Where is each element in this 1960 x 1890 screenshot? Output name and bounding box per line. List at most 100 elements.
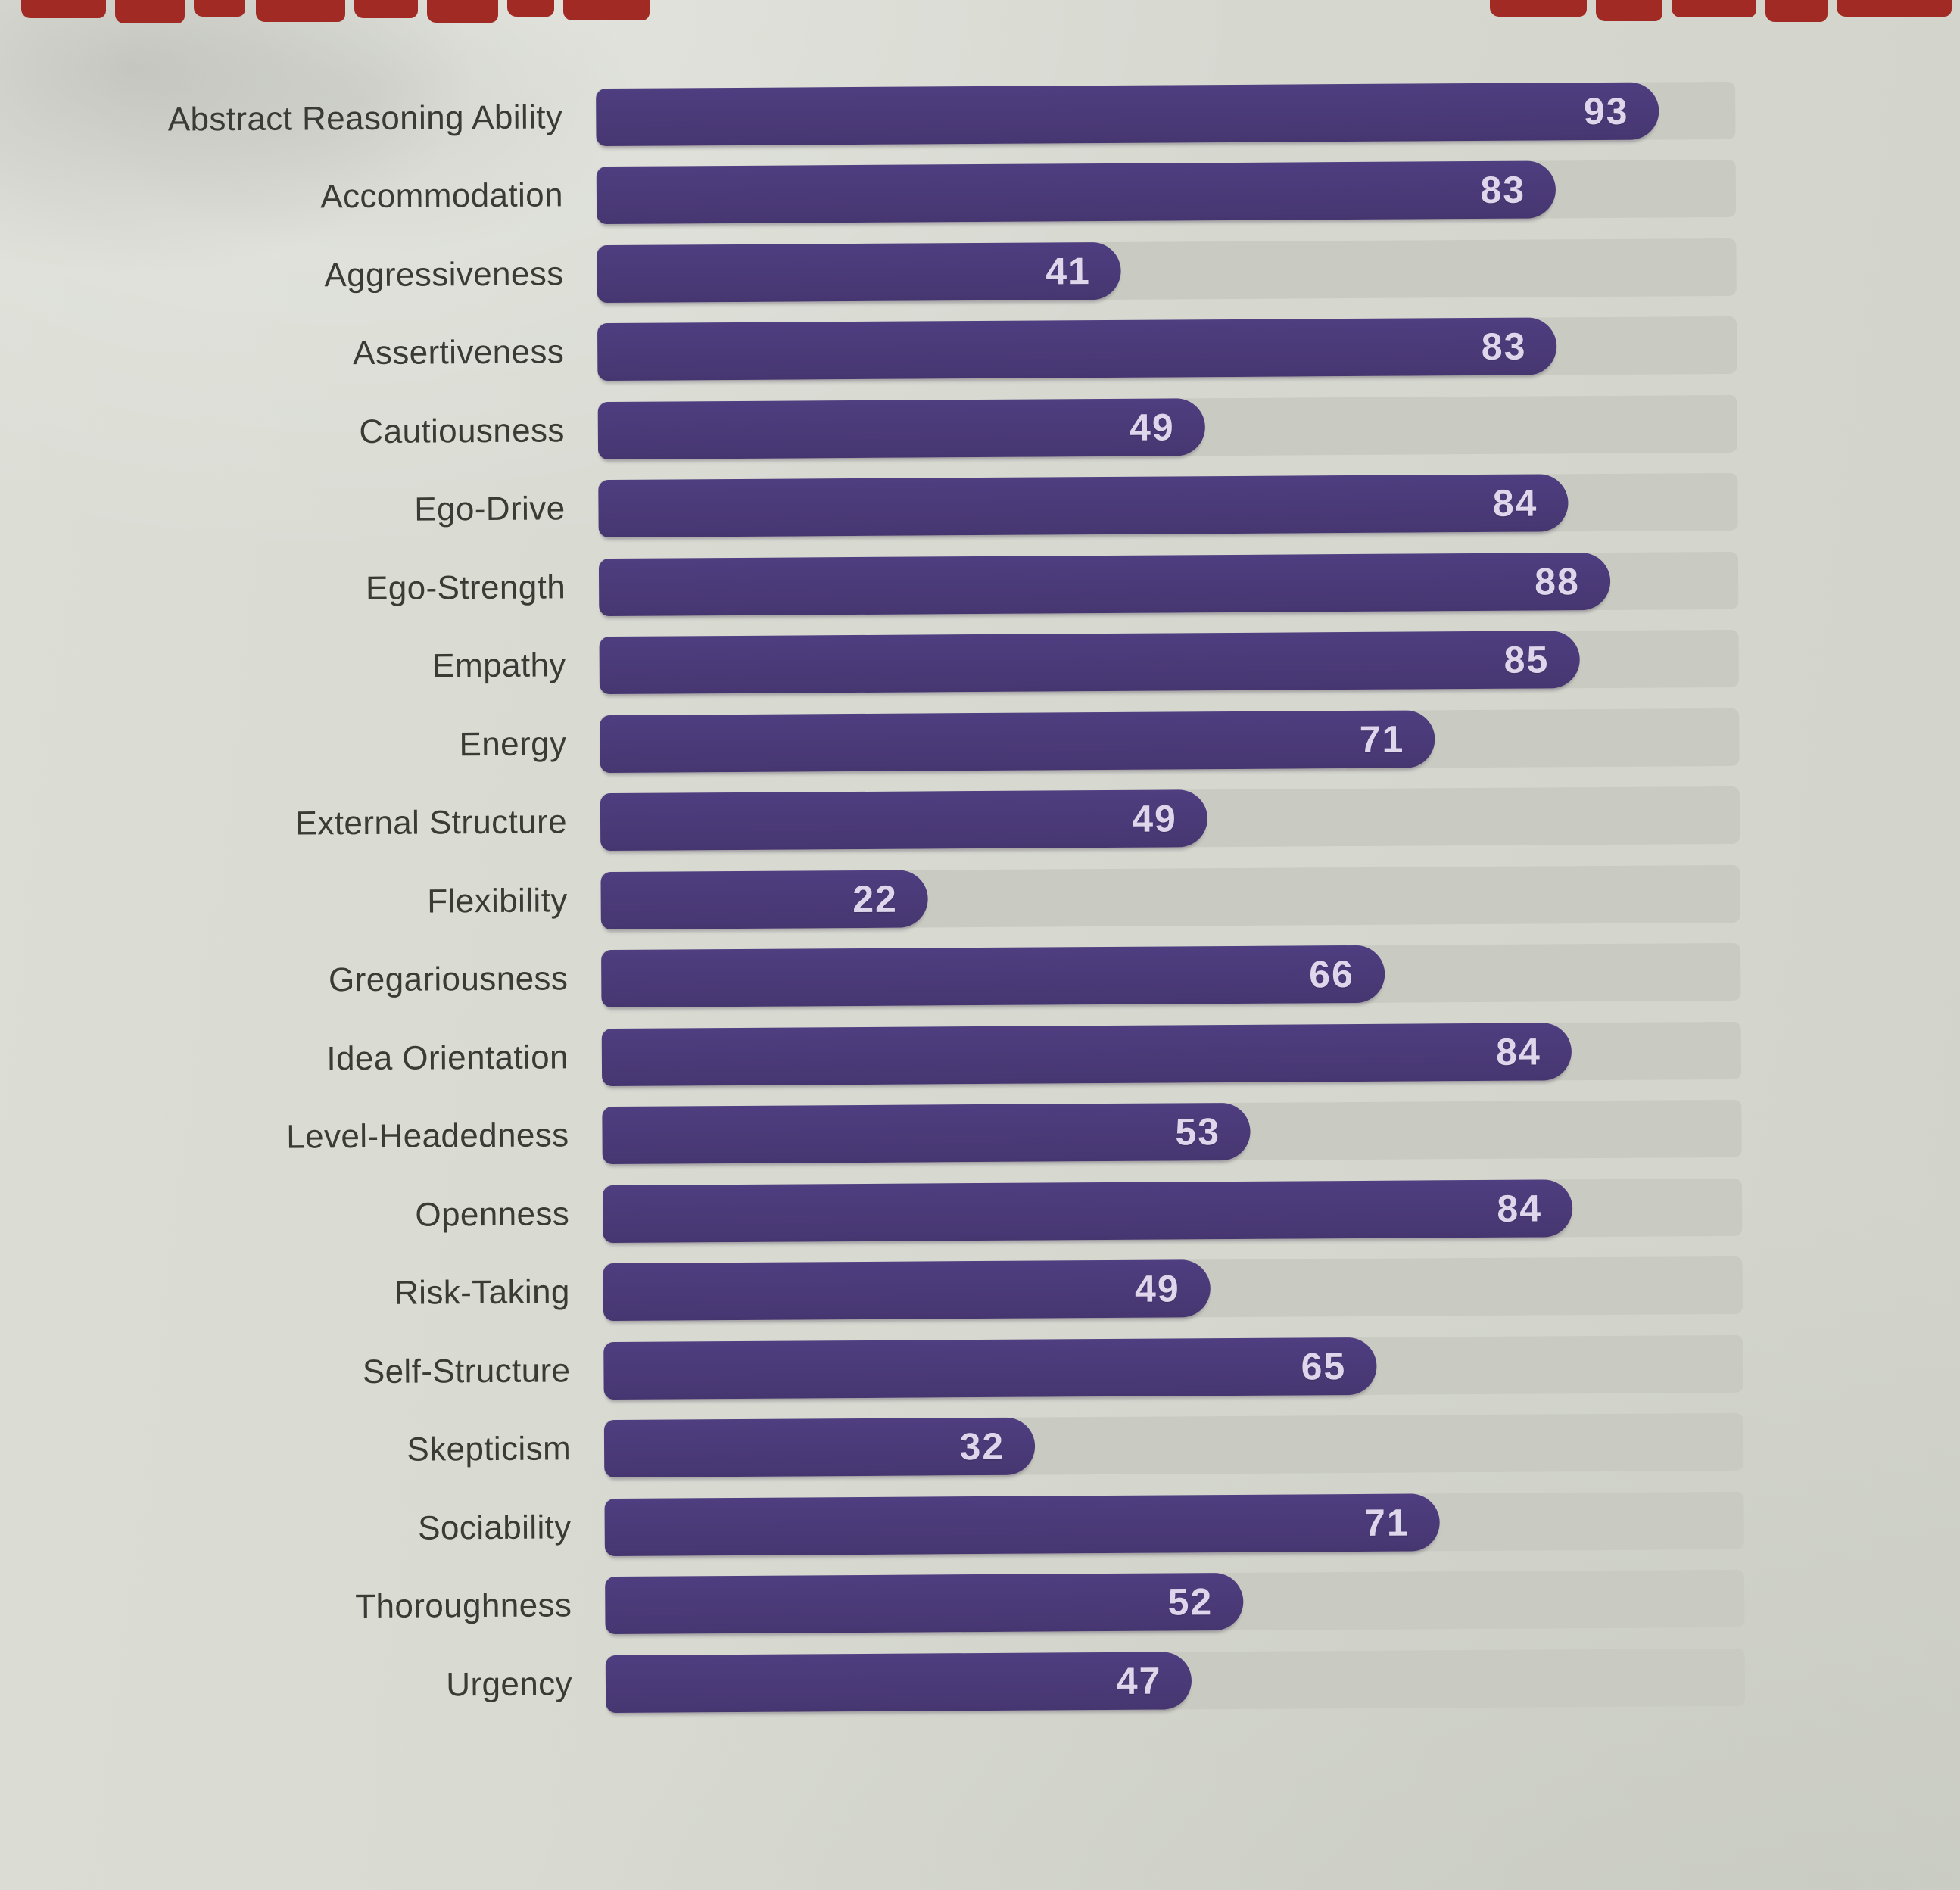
bar-track: 49 xyxy=(600,786,1740,852)
category-label: Empathy xyxy=(432,646,566,685)
bar-track: 93 xyxy=(596,81,1736,146)
value-label: 88 xyxy=(1534,559,1580,603)
category-label: Assertiveness xyxy=(352,333,565,372)
value-label: 47 xyxy=(1116,1659,1162,1702)
category-label: Flexibility xyxy=(427,882,568,920)
category-label: Self-Structure xyxy=(362,1352,571,1390)
red-fragment xyxy=(1490,0,1587,17)
value-bar: 52 xyxy=(605,1573,1244,1635)
red-fragment xyxy=(194,0,245,17)
value-label: 41 xyxy=(1045,249,1092,293)
value-bar: 47 xyxy=(605,1652,1192,1713)
category-label: Openness xyxy=(415,1195,570,1234)
value-label: 65 xyxy=(1301,1344,1347,1388)
value-label: 32 xyxy=(959,1425,1005,1468)
red-fragment xyxy=(354,0,418,18)
chart-row: Idea Orientation 84 xyxy=(6,1010,1960,1100)
bar-track: 71 xyxy=(604,1491,1744,1556)
chart-row: Accommodation 83 xyxy=(1,148,1960,238)
category-label: Energy xyxy=(459,725,567,763)
value-bar: 83 xyxy=(596,160,1556,225)
bar-track: 84 xyxy=(602,1178,1743,1243)
category-label: Sociability xyxy=(418,1509,572,1547)
value-label: 83 xyxy=(1481,325,1527,369)
value-bar: 71 xyxy=(600,710,1435,773)
value-bar: 32 xyxy=(603,1417,1036,1478)
chart-row: Sociability 71 xyxy=(8,1480,1960,1570)
value-bar: 84 xyxy=(602,1179,1573,1243)
value-bar: 66 xyxy=(601,945,1385,1008)
chart-row: Gregariousness 66 xyxy=(5,932,1960,1022)
value-label: 49 xyxy=(1132,797,1178,841)
category-label: Gregariousness xyxy=(328,960,569,999)
chart-row: Ego-Strength 88 xyxy=(3,540,1960,630)
bar-track: 83 xyxy=(596,160,1737,225)
red-fragment xyxy=(1672,0,1756,17)
value-label: 83 xyxy=(1480,168,1526,212)
value-bar: 83 xyxy=(597,317,1557,381)
category-label: Aggressiveness xyxy=(324,255,564,294)
value-label: 71 xyxy=(1359,718,1405,761)
bar-track: 22 xyxy=(600,864,1740,929)
chart-row: Self-Structure 65 xyxy=(8,1323,1960,1413)
value-bar: 71 xyxy=(604,1493,1440,1556)
bar-track: 47 xyxy=(605,1648,1746,1713)
value-label: 84 xyxy=(1497,1187,1543,1230)
chart-row: Flexibility 22 xyxy=(5,853,1960,943)
value-label: 93 xyxy=(1583,89,1629,132)
bar-track: 85 xyxy=(599,630,1739,695)
chart-row: Risk-Taking 49 xyxy=(8,1245,1960,1335)
chart-row: Cautiousness 49 xyxy=(2,383,1960,473)
value-bar: 49 xyxy=(597,397,1205,459)
value-bar: 22 xyxy=(600,870,929,929)
value-bar: 41 xyxy=(597,241,1122,303)
chart-row: Empathy 85 xyxy=(3,618,1960,708)
value-label: 71 xyxy=(1363,1501,1410,1544)
value-label: 49 xyxy=(1129,406,1175,449)
bar-track: 84 xyxy=(601,1021,1742,1086)
chart-row: Abstract Reasoning Ability 93 xyxy=(0,70,1960,160)
category-label: Accommodation xyxy=(320,176,564,216)
trait-bar-chart: Abstract Reasoning Ability 93 Accommodat… xyxy=(0,70,1960,1727)
chart-row: Openness 84 xyxy=(7,1166,1960,1256)
bar-track: 41 xyxy=(597,238,1737,303)
chart-row: Ego-Drive 84 xyxy=(2,462,1960,552)
value-bar: 85 xyxy=(599,631,1580,695)
red-fragment xyxy=(1837,0,1952,17)
red-fragment xyxy=(1596,0,1662,21)
category-label: Thoroughness xyxy=(355,1586,572,1626)
chart-row: Thoroughness 52 xyxy=(9,1558,1960,1649)
value-bar: 53 xyxy=(602,1103,1251,1165)
category-label: Ego-Drive xyxy=(414,490,566,528)
value-label: 84 xyxy=(1492,481,1538,525)
red-fragment xyxy=(256,0,345,22)
value-bar: 49 xyxy=(600,789,1208,852)
value-bar: 93 xyxy=(596,82,1659,146)
chart-row: Energy 71 xyxy=(4,696,1960,786)
chart-row: External Structure 49 xyxy=(5,775,1960,865)
value-bar: 65 xyxy=(603,1337,1377,1400)
value-label: 85 xyxy=(1503,638,1550,682)
value-bar: 84 xyxy=(598,474,1569,538)
bar-track: 83 xyxy=(597,316,1737,381)
value-label: 49 xyxy=(1134,1267,1180,1311)
value-bar: 49 xyxy=(603,1259,1211,1322)
category-label: Ego-Strength xyxy=(365,568,566,607)
value-label: 52 xyxy=(1167,1580,1214,1624)
red-fragment xyxy=(21,0,106,18)
value-bar: 84 xyxy=(601,1023,1572,1086)
bar-track: 53 xyxy=(602,1100,1742,1165)
category-label: Risk-Taking xyxy=(394,1273,570,1312)
bar-track: 52 xyxy=(605,1570,1745,1635)
red-fragment xyxy=(1765,0,1828,22)
bar-track: 49 xyxy=(597,394,1738,459)
chart-row: Aggressiveness 41 xyxy=(1,226,1960,316)
category-label: External Structure xyxy=(294,803,568,842)
red-fragment xyxy=(115,0,185,23)
category-label: Idea Orientation xyxy=(326,1038,569,1078)
bar-track: 88 xyxy=(598,551,1739,616)
value-label: 22 xyxy=(852,877,899,920)
red-fragment xyxy=(563,0,650,20)
value-label: 84 xyxy=(1495,1030,1541,1073)
